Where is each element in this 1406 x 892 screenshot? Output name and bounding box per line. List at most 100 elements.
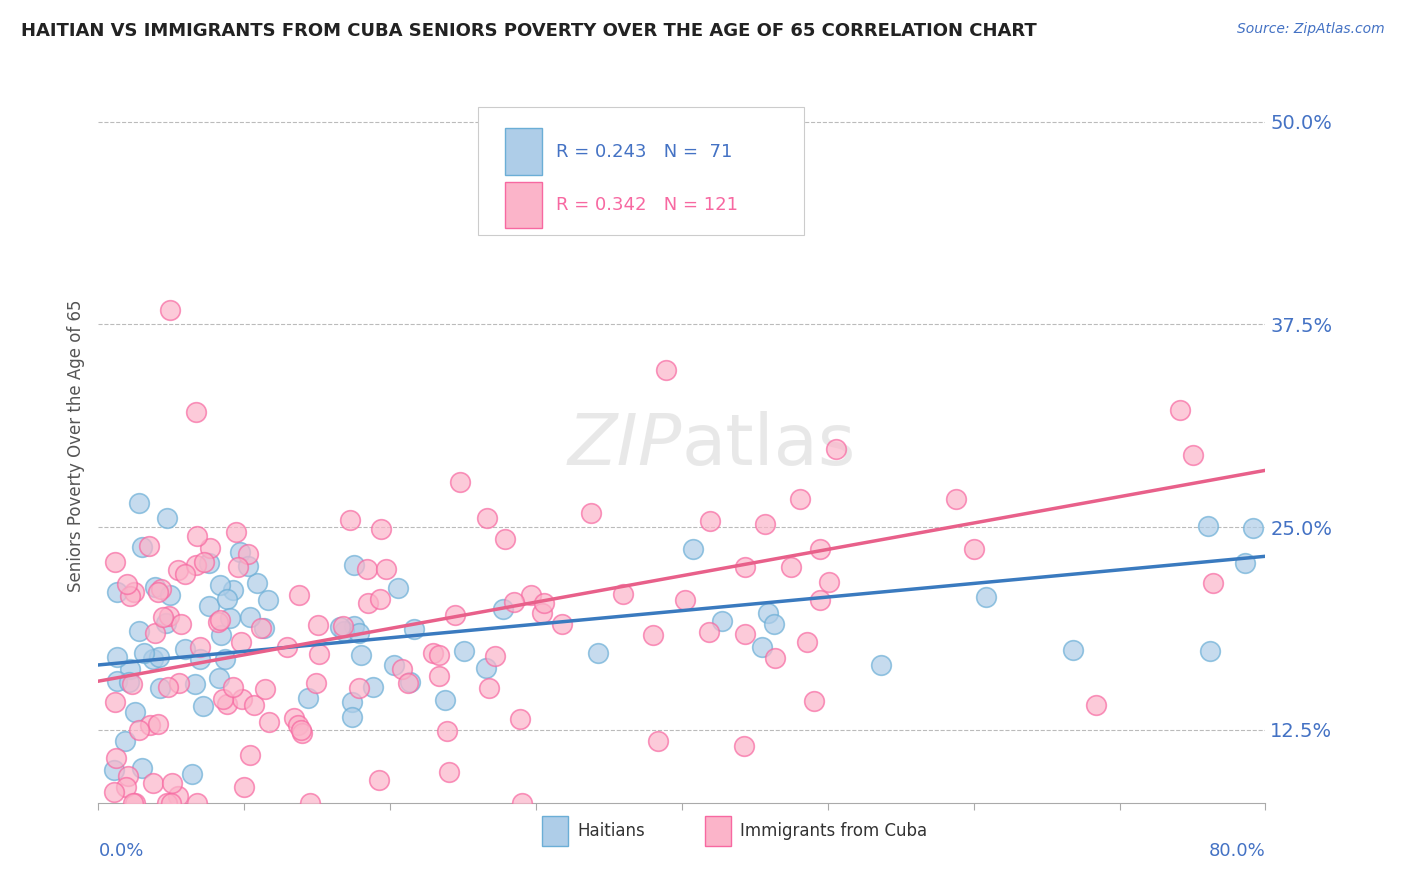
Point [104, 695, 127, 709]
Point [122, 584, 145, 599]
Point [803, 693, 825, 707]
Point [475, 660, 498, 674]
Point [188, 640, 211, 654]
Point [143, 580, 166, 594]
Point [1241, 521, 1264, 535]
Point [1199, 644, 1222, 658]
Point [152, 609, 174, 624]
Point [142, 775, 165, 789]
Point [444, 607, 467, 622]
Point [105, 650, 128, 665]
Point [291, 726, 314, 740]
Point [427, 669, 450, 683]
Point [149, 681, 172, 696]
Point [188, 652, 211, 666]
Point [510, 796, 533, 810]
Point [143, 626, 166, 640]
Point [159, 302, 181, 317]
Bar [541, 815, 568, 846]
Point [370, 592, 392, 607]
Point [297, 690, 319, 705]
Point [124, 705, 146, 719]
Point [186, 529, 208, 543]
Point [228, 544, 250, 558]
Point [343, 618, 366, 632]
Point [399, 675, 422, 690]
Point [231, 635, 253, 649]
Point [307, 618, 329, 632]
Point [484, 648, 506, 663]
Point [808, 541, 831, 556]
Point [329, 620, 352, 634]
Point [107, 585, 129, 599]
Point [361, 680, 384, 694]
Point [655, 362, 678, 376]
Point [699, 624, 721, 639]
Point [340, 710, 363, 724]
Point [246, 576, 269, 591]
Point [225, 524, 247, 539]
Point [391, 662, 413, 676]
Point [478, 681, 501, 695]
Point [174, 567, 197, 582]
Point [148, 717, 170, 731]
Point [131, 761, 153, 775]
Point [305, 676, 328, 690]
Point [1234, 556, 1257, 570]
Point [1197, 519, 1219, 533]
Point [402, 622, 425, 636]
Point [156, 511, 179, 525]
Text: R = 0.243   N =  71: R = 0.243 N = 71 [555, 143, 733, 161]
Point [193, 555, 215, 569]
Point [257, 593, 280, 607]
Point [139, 718, 162, 732]
Point [104, 555, 127, 569]
Point [287, 718, 309, 732]
Point [120, 589, 142, 603]
Point [1085, 698, 1108, 712]
Point [198, 541, 221, 555]
Point [184, 677, 207, 691]
Point [711, 614, 734, 628]
Point [332, 618, 354, 632]
Point [243, 698, 266, 713]
Point [155, 616, 177, 631]
Point [128, 496, 150, 510]
Point [118, 675, 141, 690]
Point [288, 588, 311, 602]
Point [368, 772, 391, 787]
Point [167, 563, 190, 577]
Point [253, 621, 276, 635]
Point [588, 646, 610, 660]
Point [349, 648, 371, 663]
Point [796, 635, 818, 649]
Point [734, 560, 756, 574]
Point [134, 646, 156, 660]
Point [520, 588, 543, 602]
Point [370, 522, 392, 536]
Point [159, 588, 181, 602]
Point [756, 607, 779, 621]
Point [503, 594, 526, 608]
Point [475, 511, 498, 525]
Point [283, 711, 305, 725]
Point [211, 628, 233, 642]
Point [114, 734, 136, 748]
Point [138, 539, 160, 553]
FancyBboxPatch shape [478, 107, 804, 235]
Text: R = 0.342   N = 121: R = 0.342 N = 121 [555, 196, 738, 214]
Bar [706, 815, 731, 846]
Point [170, 616, 193, 631]
Point [231, 692, 253, 706]
Point [422, 646, 444, 660]
Point [217, 592, 239, 607]
Point [115, 577, 138, 591]
Bar [505, 128, 541, 175]
Point [427, 648, 450, 662]
Text: Immigrants from Cuba: Immigrants from Cuba [741, 822, 928, 839]
Point [612, 587, 634, 601]
Point [207, 615, 229, 630]
Point [494, 532, 516, 546]
Point [239, 747, 262, 762]
Y-axis label: Seniors Poverty Over the Age of 65: Seniors Poverty Over the Age of 65 [66, 300, 84, 592]
